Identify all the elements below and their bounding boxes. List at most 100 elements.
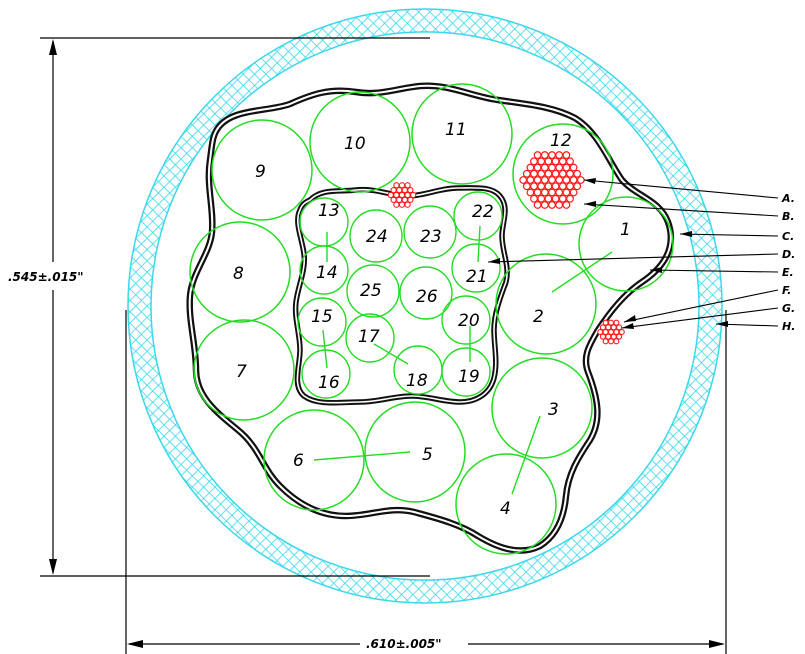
conductor-label-24: 24 bbox=[366, 227, 388, 247]
conductor-label-13: 13 bbox=[318, 201, 340, 221]
conductor-7 bbox=[193, 319, 295, 421]
strand bbox=[540, 176, 549, 184]
strand bbox=[566, 194, 574, 203]
conductor-17 bbox=[345, 313, 395, 363]
conductor-label-3: 3 bbox=[548, 400, 559, 420]
strand bbox=[599, 324, 606, 331]
strand bbox=[390, 196, 397, 203]
strand bbox=[618, 328, 625, 336]
strand bbox=[540, 151, 549, 159]
stranded-bundle-center bbox=[387, 182, 417, 208]
strand bbox=[562, 151, 571, 159]
conductor-label-20: 20 bbox=[458, 311, 480, 331]
strand bbox=[393, 201, 400, 208]
pair-line-1-2 bbox=[551, 251, 613, 293]
conductor-23 bbox=[403, 205, 457, 259]
leader-a bbox=[583, 179, 779, 199]
leader-d-arrow bbox=[488, 258, 500, 264]
strand bbox=[530, 157, 538, 166]
conductor-19 bbox=[441, 347, 491, 397]
width-dimension-label: .610±.005" bbox=[366, 637, 442, 651]
inner-shield-gap bbox=[294, 187, 508, 404]
strand bbox=[551, 169, 560, 178]
strand bbox=[548, 176, 556, 184]
conductor-label-26: 26 bbox=[416, 287, 438, 307]
callout-f: F. bbox=[782, 284, 791, 297]
strand bbox=[404, 191, 411, 199]
callout-g: G. bbox=[782, 302, 795, 315]
strand bbox=[533, 188, 542, 197]
callout-labels: A. B. C. D. E. F. G. H. bbox=[781, 192, 795, 333]
conductor-label-5: 5 bbox=[422, 445, 433, 465]
inner-shield bbox=[292, 185, 510, 406]
conductor-4 bbox=[455, 453, 557, 555]
conductor-8 bbox=[189, 221, 291, 323]
strand bbox=[530, 194, 538, 203]
strand bbox=[537, 157, 546, 166]
strand bbox=[551, 194, 560, 203]
leader-e bbox=[649, 269, 779, 273]
strand bbox=[599, 333, 606, 340]
strand bbox=[396, 196, 403, 203]
strand bbox=[540, 163, 549, 172]
callout-d: D. bbox=[782, 248, 795, 261]
width-arrow-left bbox=[127, 640, 143, 648]
conductor-6 bbox=[263, 409, 365, 511]
strand bbox=[401, 196, 408, 203]
strand bbox=[526, 176, 535, 184]
callout-b: B. bbox=[782, 210, 795, 223]
conductor-label-7: 7 bbox=[236, 362, 247, 382]
strand bbox=[548, 201, 556, 209]
strand bbox=[537, 194, 546, 203]
strand bbox=[551, 157, 560, 166]
callout-c: C. bbox=[782, 230, 794, 243]
callout-leaders bbox=[487, 178, 779, 329]
strand bbox=[566, 169, 574, 178]
strand bbox=[558, 194, 567, 203]
leader-e-arrow bbox=[650, 267, 662, 273]
conductor-26 bbox=[399, 266, 453, 320]
conductor-14 bbox=[299, 245, 349, 295]
strand bbox=[398, 182, 406, 189]
strand bbox=[537, 169, 546, 178]
strand bbox=[555, 151, 564, 159]
strand bbox=[393, 182, 400, 189]
conductor-10 bbox=[309, 91, 411, 193]
strand bbox=[555, 163, 564, 172]
strand bbox=[398, 201, 406, 208]
strand bbox=[562, 163, 571, 172]
strand bbox=[607, 338, 615, 345]
strand bbox=[526, 188, 535, 197]
strand bbox=[613, 319, 620, 326]
pair-line-5-6 bbox=[313, 451, 411, 461]
conductor-label-11: 11 bbox=[445, 120, 467, 140]
conductor-25 bbox=[346, 264, 400, 318]
pair-line-3-4 bbox=[511, 415, 541, 495]
strand bbox=[544, 157, 553, 166]
strand bbox=[576, 176, 585, 184]
conductor-label-10: 10 bbox=[344, 134, 366, 154]
strand bbox=[540, 201, 549, 209]
strand bbox=[404, 201, 411, 208]
conductor-24 bbox=[349, 209, 403, 263]
strand bbox=[607, 319, 615, 326]
strand bbox=[533, 176, 542, 184]
strand bbox=[607, 328, 615, 336]
strand bbox=[526, 163, 535, 172]
leader-f-arrow bbox=[624, 315, 636, 322]
strand bbox=[530, 182, 538, 191]
strand bbox=[398, 191, 406, 199]
conductor-15 bbox=[297, 297, 347, 347]
strand bbox=[396, 187, 403, 194]
leader-c bbox=[679, 233, 779, 237]
strand bbox=[597, 328, 604, 336]
conductor-5 bbox=[364, 401, 466, 503]
strand bbox=[602, 319, 609, 326]
strand bbox=[613, 338, 620, 345]
strand bbox=[613, 328, 620, 336]
conductor-16 bbox=[301, 349, 351, 399]
conductor-11 bbox=[411, 83, 513, 185]
leader-f bbox=[623, 289, 779, 323]
strand bbox=[555, 201, 564, 209]
